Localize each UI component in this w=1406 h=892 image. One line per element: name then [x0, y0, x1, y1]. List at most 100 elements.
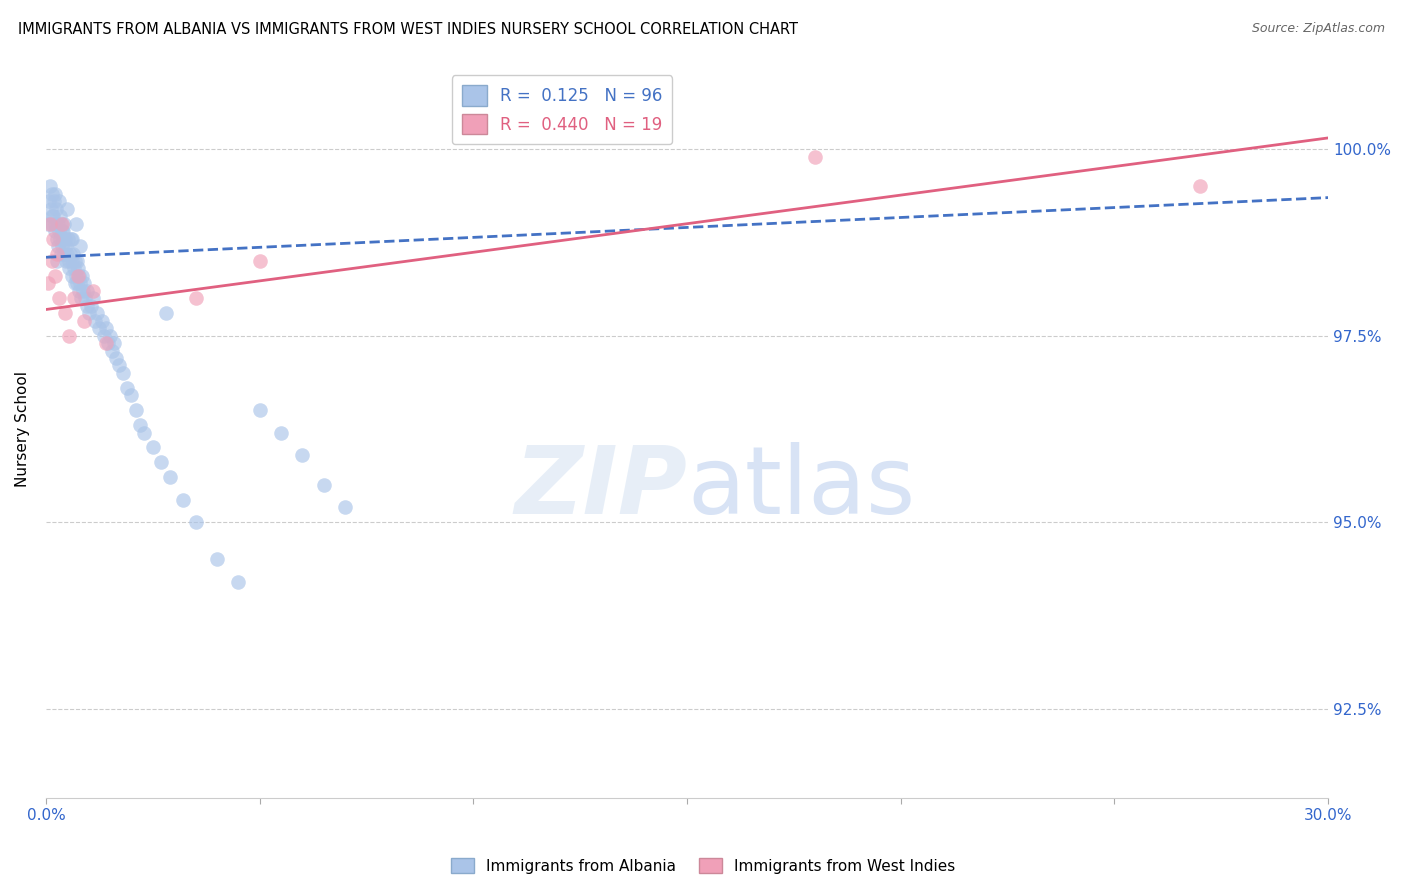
- Point: [62, 246, 84, 260]
- Point: [56, 246, 79, 260]
- Point: [53, 306, 76, 320]
- Point: [72, 284, 94, 298]
- Point: [1188, 179, 1211, 194]
- Point: [94, 336, 117, 351]
- Point: [45, 254, 67, 268]
- Point: [150, 455, 173, 469]
- Point: [69, 239, 91, 253]
- Point: [184, 291, 207, 305]
- Point: [66, 261, 89, 276]
- Point: [101, 343, 124, 358]
- Point: [333, 500, 356, 515]
- Point: [89, 321, 111, 335]
- Point: [70, 291, 93, 305]
- Point: [291, 448, 314, 462]
- Point: [76, 299, 98, 313]
- Point: [67, 268, 90, 283]
- Point: [73, 313, 96, 327]
- Point: [39, 217, 62, 231]
- Point: [60, 232, 83, 246]
- Text: Source: ZipAtlas.com: Source: ZipAtlas.com: [1251, 22, 1385, 36]
- Point: [48, 291, 70, 305]
- Point: [84, 313, 107, 327]
- Point: [51, 239, 73, 253]
- Point: [270, 425, 292, 440]
- Point: [51, 224, 73, 238]
- Y-axis label: Nursery School: Nursery School: [15, 371, 30, 487]
- Point: [66, 277, 89, 291]
- Point: [58, 328, 80, 343]
- Point: [142, 441, 165, 455]
- Point: [49, 246, 72, 260]
- Point: [59, 246, 82, 260]
- Point: [90, 313, 112, 327]
- Point: [69, 277, 91, 291]
- Point: [41, 209, 63, 223]
- Point: [44, 268, 66, 283]
- Point: [62, 268, 84, 283]
- Point: [58, 261, 80, 276]
- Point: [49, 217, 72, 231]
- Point: [76, 284, 98, 298]
- Point: [67, 284, 90, 298]
- Legend: Immigrants from Albania, Immigrants from West Indies: Immigrants from Albania, Immigrants from…: [444, 852, 962, 880]
- Text: IMMIGRANTS FROM ALBANIA VS IMMIGRANTS FROM WEST INDIES NURSERY SCHOOL CORRELATIO: IMMIGRANTS FROM ALBANIA VS IMMIGRANTS FR…: [18, 22, 799, 37]
- Point: [73, 277, 96, 291]
- Point: [42, 194, 65, 209]
- Point: [107, 359, 129, 373]
- Point: [53, 246, 76, 260]
- Point: [65, 217, 87, 231]
- Point: [82, 284, 104, 298]
- Point: [60, 254, 83, 268]
- Legend: R =  0.125   N = 96, R =  0.440   N = 19: R = 0.125 N = 96, R = 0.440 N = 19: [451, 75, 672, 145]
- Point: [45, 246, 67, 260]
- Point: [103, 336, 125, 351]
- Point: [312, 477, 335, 491]
- Point: [48, 224, 70, 238]
- Point: [59, 232, 82, 246]
- Point: [159, 470, 181, 484]
- Point: [39, 179, 62, 194]
- Point: [63, 254, 86, 268]
- Point: [62, 291, 84, 305]
- Point: [52, 232, 75, 246]
- Point: [804, 150, 827, 164]
- Point: [53, 232, 76, 246]
- Point: [55, 239, 77, 253]
- Point: [98, 328, 121, 343]
- Point: [111, 366, 134, 380]
- Point: [63, 277, 86, 291]
- Point: [46, 217, 69, 231]
- Point: [41, 217, 63, 231]
- Point: [46, 239, 69, 253]
- Point: [125, 403, 148, 417]
- Point: [51, 217, 73, 231]
- Point: [42, 209, 65, 223]
- Point: [62, 261, 84, 276]
- Point: [115, 381, 138, 395]
- Point: [56, 202, 79, 216]
- Point: [48, 209, 70, 223]
- Point: [48, 194, 70, 209]
- Point: [129, 418, 152, 433]
- Point: [65, 268, 87, 283]
- Point: [80, 299, 103, 313]
- Point: [39, 202, 62, 216]
- Point: [155, 306, 177, 320]
- Point: [97, 336, 120, 351]
- Point: [94, 321, 117, 335]
- Point: [42, 232, 65, 246]
- Point: [37, 277, 59, 291]
- Point: [172, 492, 194, 507]
- Point: [205, 552, 228, 566]
- Point: [45, 202, 67, 216]
- Point: [134, 425, 156, 440]
- Point: [82, 291, 104, 305]
- Point: [75, 291, 97, 305]
- Point: [105, 351, 128, 365]
- Point: [49, 232, 72, 246]
- Point: [249, 403, 271, 417]
- Point: [66, 254, 89, 268]
- Point: [44, 224, 66, 238]
- Point: [72, 268, 94, 283]
